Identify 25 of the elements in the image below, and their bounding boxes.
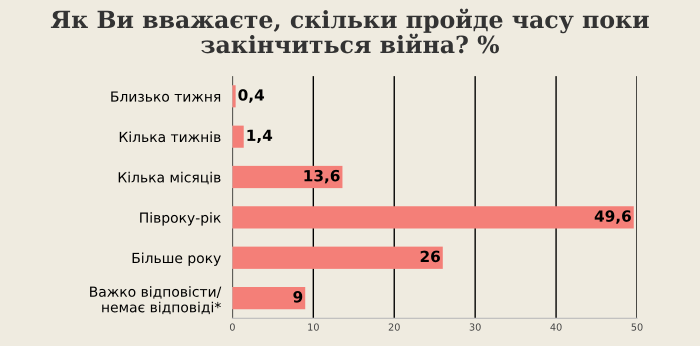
- data-label: 49,6: [594, 210, 631, 224]
- bar: [232, 85, 236, 108]
- x-tick-label: 20: [388, 323, 400, 331]
- y-tick-label: Кілька місяців: [118, 172, 220, 184]
- data-label: 1,4: [247, 130, 272, 144]
- bar: [232, 246, 443, 269]
- data-label: 13,6: [304, 170, 340, 184]
- x-tick-label: 50: [632, 323, 643, 331]
- x-tick-label: 0: [230, 323, 235, 331]
- bar: [232, 166, 342, 188]
- data-label: 26: [420, 250, 440, 262]
- y-tick-label: Близько тижня: [111, 91, 220, 102]
- bar: [232, 206, 634, 229]
- y-tick-label: Більше року: [132, 252, 221, 266]
- x-tick-label: 40: [550, 323, 562, 331]
- x-tick-label: 30: [470, 323, 481, 331]
- bar: [232, 287, 306, 310]
- y-tick-label: Півроку-рік: [140, 212, 221, 226]
- x-tick-label: 10: [308, 323, 319, 331]
- data-label: 9: [293, 291, 302, 303]
- y-tick-label: Важко відповісти/ немає відповіді*: [90, 286, 222, 314]
- chart-title: Як Ви вважаєте, скільки пройде часу поки закінчиться війна? %: [50, 8, 649, 54]
- y-tick-label: Кілька тижнів: [120, 131, 220, 142]
- bar: [232, 126, 244, 148]
- data-label: 0,4: [238, 89, 264, 103]
